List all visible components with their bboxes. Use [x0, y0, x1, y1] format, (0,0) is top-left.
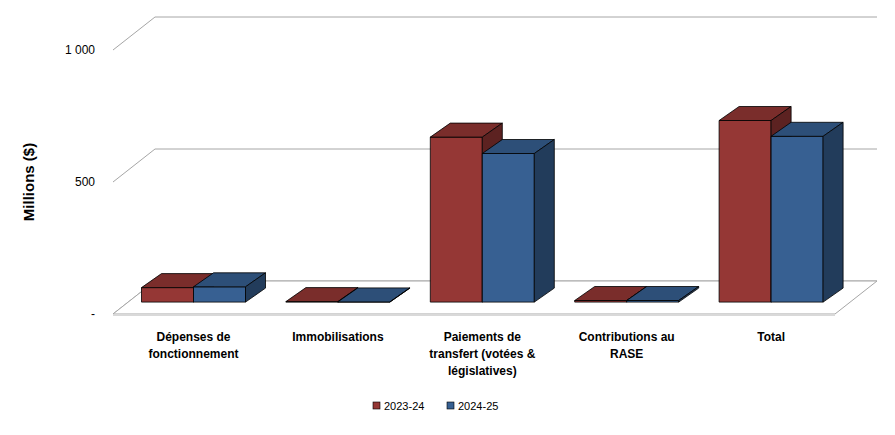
legend-label: 2023-24 [384, 400, 424, 412]
bar [627, 287, 699, 303]
category-label-line: Contributions au [579, 330, 675, 344]
grid-line [113, 17, 877, 50]
bar-side [534, 140, 554, 303]
bar [482, 140, 554, 303]
category-label-line: transfert (votées & [429, 347, 535, 361]
bar-front [430, 137, 482, 302]
bar-front [142, 288, 194, 303]
bar-front [771, 136, 823, 302]
bar-top [627, 287, 699, 301]
legend-swatch [447, 402, 454, 409]
tick-label: 1 000 [65, 43, 95, 57]
chart: - 500 1 000 Dépenses de fonctionnement Immobi… [0, 0, 895, 435]
axis-title: Millions ($) [20, 143, 37, 221]
floor-edge [113, 314, 835, 316]
category-label-line: législatives) [448, 364, 517, 378]
legend-label: 2024-25 [458, 400, 498, 412]
legend-swatch [373, 402, 380, 409]
bar-top [338, 288, 410, 302]
legend: 2023-24 2024-25 [373, 400, 498, 412]
bar-front [482, 154, 534, 303]
bar-side [823, 122, 843, 302]
category-label-line: fonctionnement [149, 347, 239, 361]
bar-side [679, 287, 699, 303]
bar [194, 273, 266, 302]
category-label-line: Paiements de [444, 330, 522, 344]
category-label: Dépenses de fonctionnement [149, 330, 239, 361]
bar-front [194, 287, 246, 302]
bar [338, 288, 410, 302]
tick-label: - [91, 307, 95, 321]
category-label: Immobilisations [292, 330, 384, 344]
grid [113, 17, 877, 314]
bar-side [390, 288, 410, 302]
tick-label: 500 [75, 175, 95, 189]
bar [771, 122, 843, 302]
category-label: Paiements de transfert (votées & législati… [429, 330, 535, 378]
category-label-line: Immobilisations [292, 330, 384, 344]
bar-front [719, 121, 771, 303]
category-label-line: Dépenses de [156, 330, 230, 344]
category-label: Total [757, 330, 785, 344]
bar-side [246, 273, 266, 302]
bars [142, 107, 844, 303]
category-label-line: RASE [610, 347, 643, 361]
category-label: Contributions au RASE [579, 330, 675, 361]
category-label-line: Total [757, 330, 785, 344]
